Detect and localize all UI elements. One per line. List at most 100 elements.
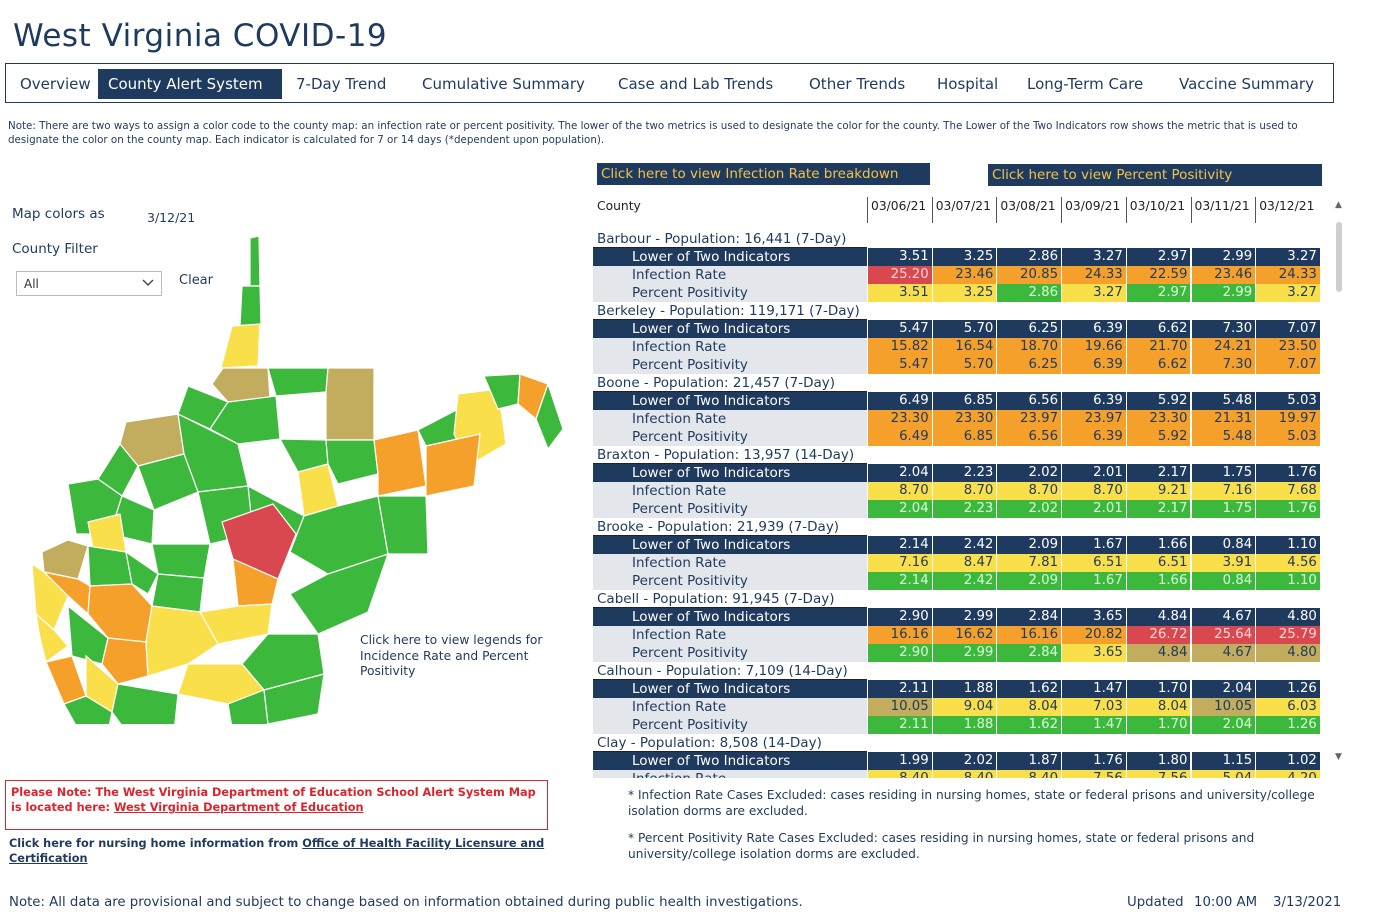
county-alert-table[interactable]: County 03/06/21 03/07/21 03/08/21 03/09/21 0… (593, 195, 1320, 778)
date-column-header[interactable]: 03/08/21 (1000, 199, 1056, 213)
map-county-wyoming[interactable] (111, 683, 179, 724)
tab-overview[interactable]: Overview (20, 75, 91, 93)
scrollbar-thumb[interactable] (1336, 222, 1342, 292)
map-county-jackson[interactable] (41, 539, 89, 580)
infection-rate-row[interactable]: Infection Rate 8.70 8.70 8.70 8.70 9.21 7.16 7.… (593, 482, 1320, 500)
map-county-ohio[interactable] (220, 323, 261, 369)
date-column-header[interactable]: 03/07/21 (935, 199, 991, 213)
percent-positivity-row[interactable]: Percent Positivity 5.47 5.70 6.25 6.39 6.62 7.… (593, 356, 1320, 374)
lower-of-two-row[interactable]: Lower of Two Indicators 2.90 2.99 2.84 3.65 4… (593, 608, 1320, 626)
county-row[interactable]: Berkeley - Population: 119,171 (7-Day) (593, 302, 1320, 320)
lower-of-two-row[interactable]: Lower of Two Indicators 2.14 2.42 2.09 1.67 1… (593, 536, 1320, 554)
tab-cumulative-summary[interactable]: Cumulative Summary (422, 75, 585, 93)
infection-rate-row[interactable]: Infection Rate 25.20 23.46 20.85 24.33 22.59 2… (593, 266, 1320, 284)
table-cell: 7.56 (1125, 770, 1191, 778)
percent-positivity-row[interactable]: Percent Positivity 6.49 6.85 6.56 6.39 5.92 5.… (593, 428, 1320, 446)
clear-filter-button[interactable]: Clear (179, 273, 213, 288)
table-cell: 8.40 (867, 770, 932, 778)
map-county-clay[interactable] (151, 573, 205, 613)
table-cell: 0.84 (1190, 536, 1256, 554)
tab-long-term-care[interactable]: Long-Term Care (1027, 75, 1144, 93)
date-column-header[interactable]: 03/09/21 (1065, 199, 1121, 213)
map-county-wayne[interactable] (45, 655, 87, 705)
county-row[interactable]: Barbour - Population: 16,441 (7-Day) (593, 230, 1320, 248)
lower-of-two-row[interactable]: Lower of Two Indicators 1.99 2.02 1.87 1.76 1… (593, 752, 1320, 770)
county-map[interactable] (28, 234, 568, 724)
infection-rate-breakdown-button[interactable]: Click here to view Infection Rate breakd… (597, 163, 930, 185)
date-column-header[interactable]: 03/06/21 (871, 199, 927, 213)
health-facility-licensure-link[interactable]: Office of Health Facility Licensure and … (9, 837, 545, 865)
percent-positivity-row[interactable]: Percent Positivity 2.14 2.42 2.09 1.67 1.66 0.… (593, 572, 1320, 590)
map-county-pendleton[interactable] (377, 495, 429, 555)
map-county-marion[interactable] (209, 395, 281, 445)
tab-vaccine-summary[interactable]: Vaccine Summary (1179, 75, 1314, 93)
table-cell: 5.92 (1125, 428, 1191, 446)
map-county-calhoun[interactable] (125, 550, 159, 595)
lower-of-two-row[interactable]: Lower of Two Indicators 2.11 1.88 1.62 1.47 1… (593, 680, 1320, 698)
map-county-marshall[interactable] (211, 367, 271, 403)
map-county-monongalia[interactable] (267, 367, 329, 397)
county-row[interactable]: Cabell - Population: 91,945 (7-Day) (593, 590, 1320, 608)
map-county-mason[interactable] (31, 562, 69, 632)
tab-case-and-lab-trends[interactable]: Case and Lab Trends (618, 75, 774, 93)
column-separator (1190, 197, 1192, 223)
table-cell: 7.30 (1190, 356, 1256, 374)
date-column-header[interactable]: 03/10/21 (1129, 199, 1186, 213)
table-cell: 2.04 (867, 464, 932, 482)
infection-rate-row[interactable]: Infection Rate 10.05 9.04 8.04 7.03 8.04 10.05… (593, 698, 1320, 716)
county-row[interactable]: Brooke - Population: 21,939 (7-Day) (593, 518, 1320, 536)
map-county-boone[interactable] (101, 637, 149, 685)
map-county-monroe[interactable] (263, 673, 325, 724)
map-county-braxton[interactable] (221, 503, 297, 580)
county-filter-value: All (24, 277, 39, 291)
metric-label: Lower of Two Indicators (593, 464, 867, 482)
metric-label: Infection Rate (593, 626, 867, 644)
map-county-tucker[interactable] (325, 439, 379, 485)
county-row[interactable]: Braxton - Population: 13,957 (14-Day) (593, 446, 1320, 464)
infection-rate-row[interactable]: Infection Rate 15.82 16.54 18.70 19.66 21.70 2… (593, 338, 1320, 356)
lower-of-two-row[interactable]: Lower of Two Indicators 6.49 6.85 6.56 6.39 5… (593, 392, 1320, 410)
percent-positivity-row[interactable]: Percent Positivity 2.04 2.23 2.02 2.01 2.17 1.… (593, 500, 1320, 518)
map-county-pocahontas[interactable] (289, 553, 389, 635)
county-row[interactable]: Boone - Population: 21,457 (7-Day) (593, 374, 1320, 392)
date-column-header[interactable]: 03/12/21 (1259, 199, 1315, 213)
county-row[interactable]: Calhoun - Population: 7,109 (14-Day) (593, 662, 1320, 680)
map-county-hancock[interactable] (249, 235, 261, 287)
date-column-header[interactable]: 03/11/21 (1194, 199, 1250, 213)
lower-of-two-row[interactable]: Lower of Two Indicators 5.47 5.70 6.25 6.39 6… (593, 320, 1320, 338)
legend-link[interactable]: Click here to view legends for Incidence… (360, 633, 543, 678)
map-county-mingo[interactable] (63, 695, 113, 724)
metric-label: Infection Rate (593, 338, 867, 356)
lower-of-two-row[interactable]: Lower of Two Indicators 2.04 2.23 2.02 2.01 2… (593, 464, 1320, 482)
table-cell: 1.62 (996, 680, 1062, 698)
tab-county-alert-system[interactable]: County Alert System (98, 69, 282, 99)
tab-7-day-trend[interactable]: 7-Day Trend (296, 75, 387, 93)
scroll-down-icon[interactable]: ▼ (1335, 752, 1342, 762)
percent-positivity-row[interactable]: Percent Positivity 3.51 3.25 2.86 3.27 2.97 2.… (593, 284, 1320, 302)
lower-of-two-row[interactable]: Lower of Two Indicators 3.51 3.25 2.86 3.27 2… (593, 248, 1320, 266)
map-county-jefferson[interactable] (535, 382, 564, 451)
map-county-gilmer[interactable] (151, 543, 211, 579)
county-row[interactable]: Clay - Population: 8,508 (14-Day) (593, 734, 1320, 752)
map-county-preston[interactable] (325, 367, 375, 441)
percent-positivity-row[interactable]: Percent Positivity 2.90 2.99 2.84 3.65 4.84 4.… (593, 644, 1320, 662)
map-county-grant[interactable] (373, 429, 427, 497)
percent-positivity-button[interactable]: Click here to view Percent Positivity (988, 164, 1322, 186)
map-county-brooke[interactable] (239, 285, 262, 327)
map-county-hardy[interactable] (425, 433, 481, 497)
infection-rate-row[interactable]: Infection Rate 23.30 23.30 23.97 23.97 23.30 2… (593, 410, 1320, 428)
table-cell: 2.84 (996, 608, 1062, 626)
percent-positivity-row[interactable]: Percent Positivity 2.11 1.88 1.62 1.47 1.70 2.… (593, 716, 1320, 734)
map-county-cabell[interactable] (35, 612, 69, 664)
scroll-up-icon[interactable]: ▲ (1335, 200, 1342, 210)
table-cell: 19.97 (1255, 410, 1320, 428)
tab-other-trends[interactable]: Other Trends (809, 75, 906, 93)
tab-hospital[interactable]: Hospital (937, 75, 999, 93)
county-filter-dropdown[interactable]: All (16, 271, 162, 296)
infection-rate-row[interactable]: Infection Rate 16.16 16.62 16.16 20.82 26.72 2… (593, 626, 1320, 644)
wv-department-of-education-link[interactable]: West Virginia Department of Education (113, 801, 364, 814)
table-scrollbar[interactable]: ▲ ▼ (1334, 200, 1346, 766)
map-county-summers[interactable] (227, 689, 269, 724)
infection-rate-row[interactable]: Infection Rate 7.16 8.47 7.81 6.51 6.51 3.91 4.… (593, 554, 1320, 572)
infection-rate-row[interactable]: Infection Rate8.408.408.407.567.565.044.… (593, 770, 1320, 778)
